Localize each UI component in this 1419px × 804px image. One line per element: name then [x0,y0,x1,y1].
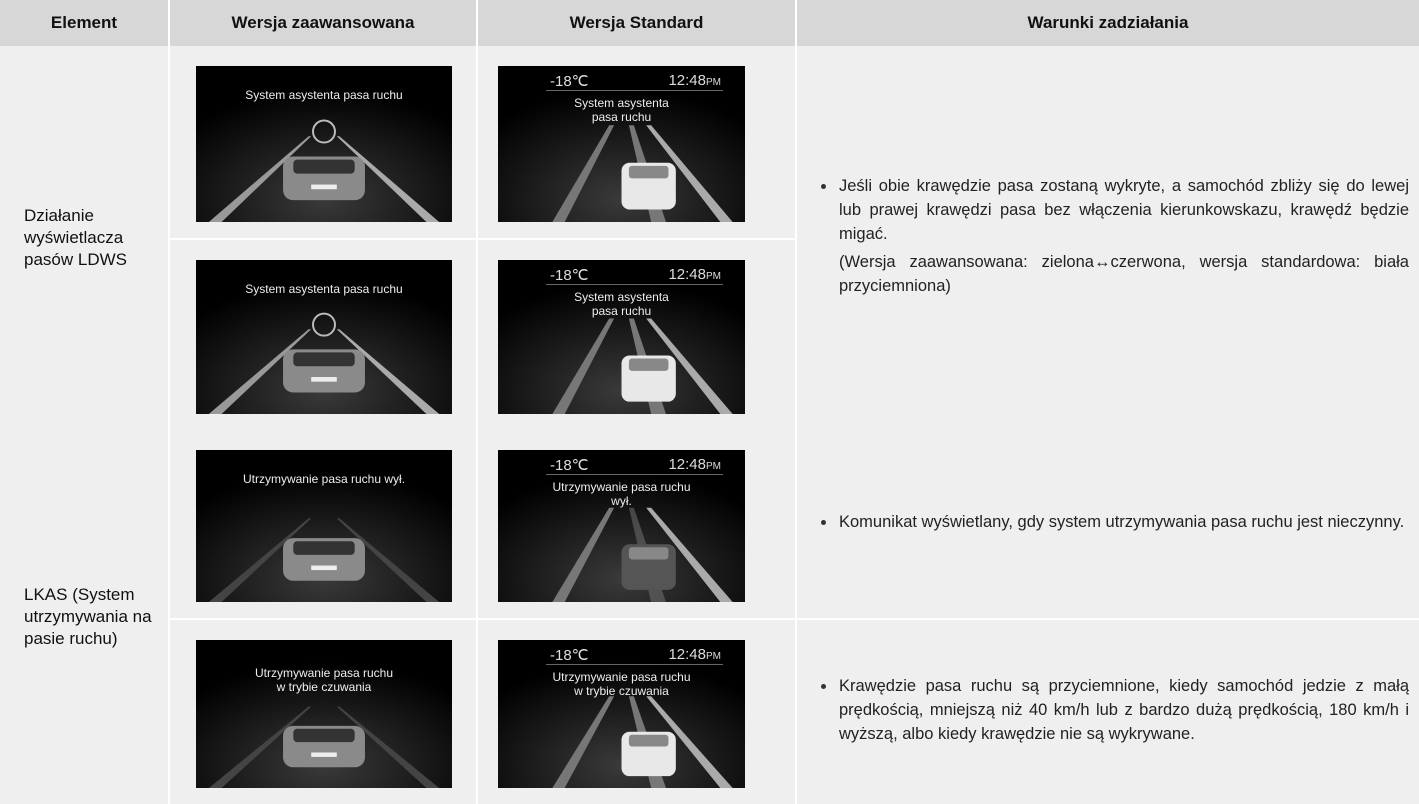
time: 12:48 [668,646,706,663]
status-bar: -18℃ 12:48PM [546,646,723,665]
condition-text: (Wersja zaawansowana: zielona↔czerwona, … [839,253,1409,295]
element-text: LKAS (System utrzymywania na pasie ruchu… [24,585,152,648]
condition-text: Krawędzie pasa ruchu są przyciemnione, k… [817,674,1409,746]
time-period: PM [706,77,721,88]
road-illustration [498,260,745,414]
screen-message: System asystenta pasa ruchu [498,290,745,318]
header-text: Warunki zadziałania [1027,13,1189,32]
screen-message: Utrzymywanie pasa ruchu w trybie czuwania [196,666,452,694]
advanced-cell: Utrzymywanie pasa ruchu w trybie czuwania [170,620,476,804]
road-illustration [196,640,452,788]
road-illustration [196,66,452,222]
status-bar: -18℃ 12:48PM [546,456,723,475]
advanced-cell: Utrzymywanie pasa ruchu wył. [170,430,476,618]
screen-message: Utrzymywanie pasa ruchu wył. [196,472,452,486]
time: 12:48 [668,456,706,473]
message-line: System asystenta pasa ruchu [245,88,403,102]
screen-message: System asystenta pasa ruchu [498,96,745,124]
temperature: -18℃ [550,647,589,664]
message-line: Utrzymywanie pasa ruchu [552,480,691,494]
standard-screen: -18℃ 12:48PM Utrzymywanie pasa ruchu wył. [498,450,745,602]
message-line: pasa ruchu [591,304,652,318]
element-text: Działanie wyświetlacza pasów LDWS [24,206,127,269]
advanced-screen: System asystenta pasa ruchu [196,260,452,414]
temperature: -18℃ [550,267,589,284]
conditions-cell: Jeśli obie krawędzie pasa zostaną wykryt… [797,46,1419,430]
message-line: Utrzymywanie pasa ruchu wył. [242,472,406,486]
message-line: Utrzymywanie pasa ruchu [552,670,691,684]
header-cell: Warunki zadziałania [797,0,1419,46]
temperature: -18℃ [550,457,589,474]
clock: 12:48PM [668,456,721,473]
message-line: w trybie czuwania [276,680,372,694]
standard-cell: -18℃ 12:48PM System asystenta pasa ruchu [478,46,795,238]
advanced-cell: System asystenta pasa ruchu [170,240,476,430]
standard-screen: -18℃ 12:48PM System asystenta pasa ruchu [498,260,745,414]
temperature: -18℃ [550,73,589,90]
advanced-cell: System asystenta pasa ruchu [170,46,476,238]
element-cell: Działanie wyświetlacza pasów LDWS [0,46,168,430]
header-text: Wersja zaawansowana [231,13,415,32]
standard-screen: -18℃ 12:48PM Utrzymywanie pasa ruchu w tryb… [498,640,745,788]
standard-cell: -18℃ 12:48PM System asystenta pasa ruchu [478,240,795,430]
clock: 12:48PM [668,72,721,89]
standard-screen: -18℃ 12:48PM System asystenta pasa ruchu [498,66,745,222]
header-cell: Wersja Standard [478,0,795,46]
time-period: PM [706,651,721,662]
screen-message: System asystenta pasa ruchu [196,282,452,296]
advanced-screen: Utrzymywanie pasa ruchu wył. [196,450,452,602]
screen-message: Utrzymywanie pasa ruchu w trybie czuwania [498,670,745,698]
header-text: Wersja Standard [569,13,704,32]
condition-text: Komunikat wyświetlany, gdy system utrzym… [817,510,1409,534]
conditions-cell: Komunikat wyświetlany, gdy system utrzym… [797,430,1419,618]
screen-message: System asystenta pasa ruchu [196,88,452,102]
clock: 12:48PM [668,266,721,283]
status-bar: -18℃ 12:48PM [546,72,723,91]
standard-cell: -18℃ 12:48PM Utrzymywanie pasa ruchu w tryb… [478,620,795,804]
header-cell: Wersja zaawansowana [170,0,476,46]
conditions-cell: Krawędzie pasa ruchu są przyciemnione, k… [797,620,1419,804]
message-line: pasa ruchu [591,110,652,124]
road-illustration [498,450,745,602]
time: 12:48 [668,266,706,283]
road-illustration [498,66,745,222]
road-illustration [196,450,452,602]
header-text: Element [50,13,118,32]
message-line: System asystenta pasa ruchu [245,282,403,296]
element-cell: LKAS (System utrzymywania na pasie ruchu… [0,430,168,804]
time: 12:48 [668,72,706,89]
clock: 12:48PM [668,646,721,663]
header-cell: Element [0,0,168,46]
message-line: System asystenta [574,96,669,110]
message-line: w trybie czuwania [574,684,669,698]
condition-text: Jeśli obie krawędzie pasa zostaną wykryt… [817,174,1409,246]
message-line: System asystenta [574,290,669,304]
message-line: wył. [611,494,632,508]
standard-cell: -18℃ 12:48PM Utrzymywanie pasa ruchu wył. [478,430,795,618]
time-period: PM [706,271,721,282]
advanced-screen: Utrzymywanie pasa ruchu w trybie czuwania [196,640,452,788]
message-line: Utrzymywanie pasa ruchu [254,666,394,680]
screen-message: Utrzymywanie pasa ruchu wył. [498,480,745,508]
advanced-screen: System asystenta pasa ruchu [196,66,452,222]
status-bar: -18℃ 12:48PM [546,266,723,285]
time-period: PM [706,461,721,472]
road-illustration [196,260,452,414]
